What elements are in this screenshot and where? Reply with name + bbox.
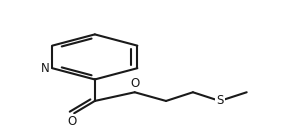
Text: S: S — [216, 94, 223, 107]
Text: O: O — [130, 77, 139, 90]
Text: O: O — [68, 115, 77, 128]
Text: N: N — [41, 62, 50, 75]
